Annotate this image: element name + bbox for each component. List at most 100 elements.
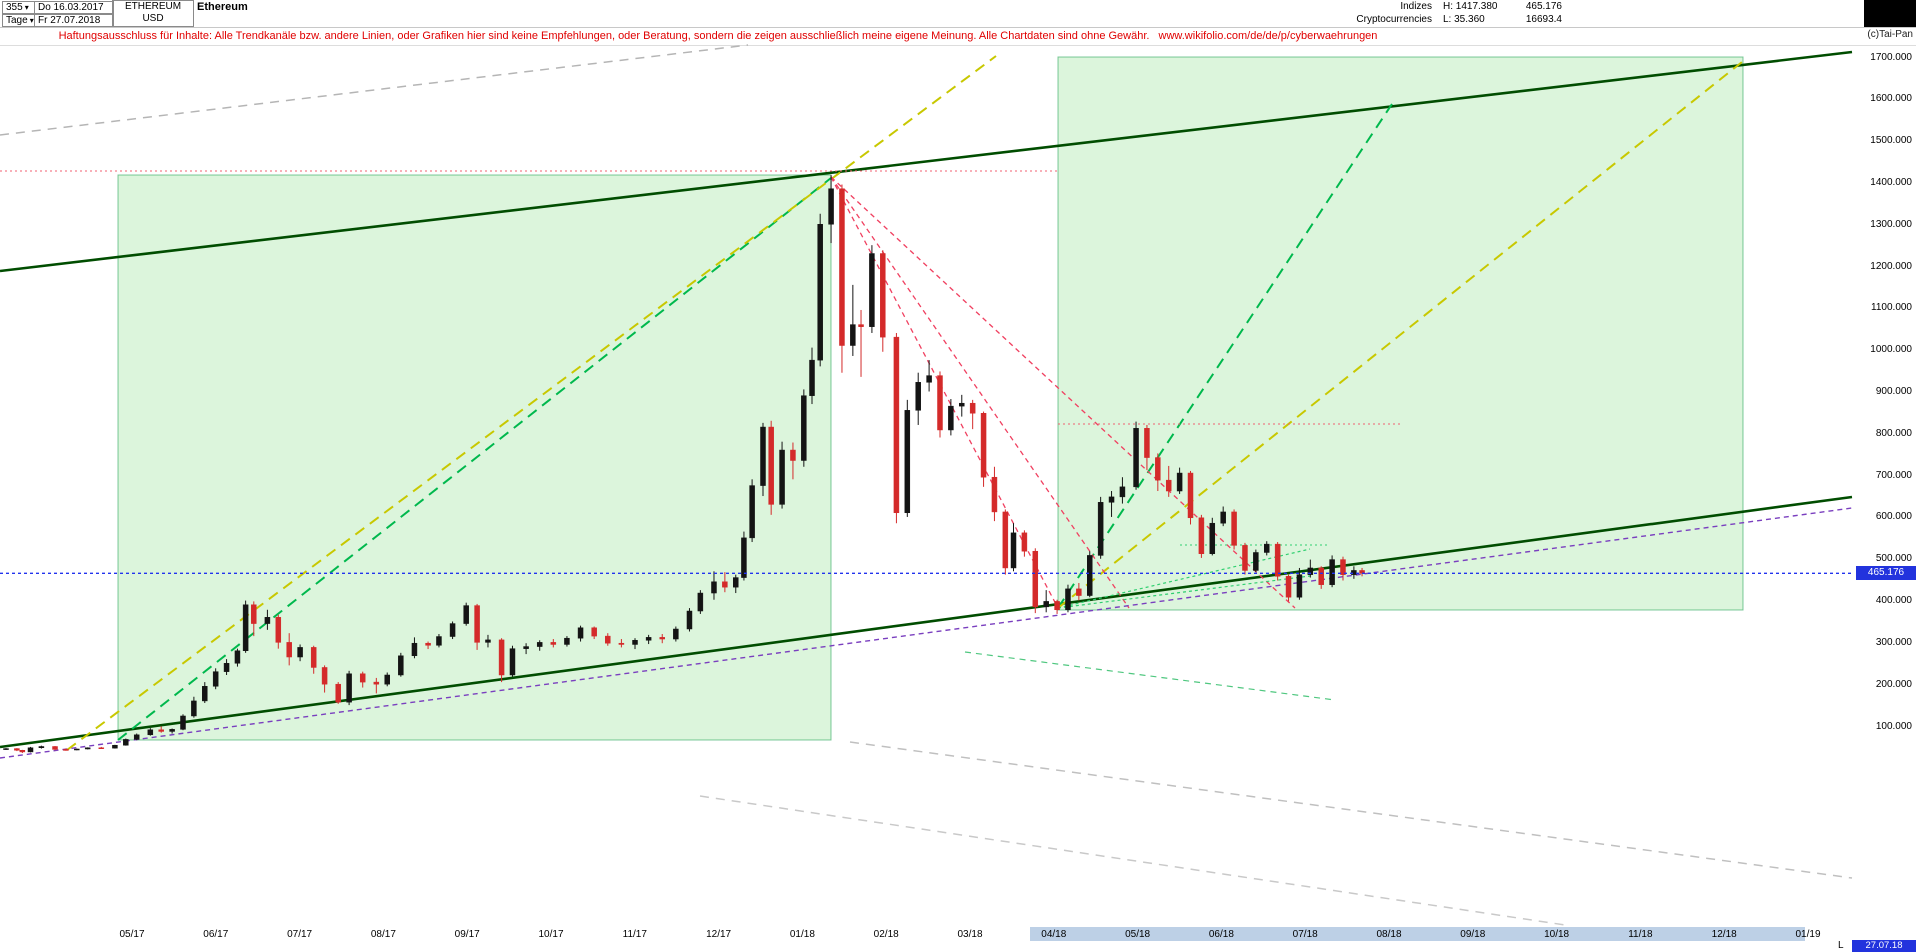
candle-body [133,734,140,740]
parallel-gray-top [0,44,749,136]
candle-body [915,382,921,411]
candle-body [384,674,390,685]
candle-body [1119,486,1126,498]
candle-body [1274,543,1281,577]
candle-body [411,642,418,657]
header-high-low: H: 1417.380 L: 35.360 [1443,0,1523,26]
candle-body [310,647,317,668]
candle-body [286,642,292,658]
candle-body [618,642,625,645]
candle-body [1242,545,1248,571]
price-axis-label: 200.000 [1875,678,1912,690]
candle-body [1108,496,1115,503]
candle-body [959,402,965,407]
time-axis-label: 06/17 [203,929,229,940]
candle-body [27,747,34,753]
candle-body [74,748,80,751]
candle-body [1032,550,1039,608]
disclaimer-text: Haftungsausschluss für Inhalte: Alle Tre… [58,30,1150,42]
candle-body [359,673,366,683]
candle-body [768,426,774,505]
parallel-support-purple [0,507,1853,759]
candle-body [335,683,341,703]
candle-body [880,253,886,338]
candle-body [850,324,856,346]
time-axis-label: 11/17 [622,929,647,940]
candle-body [38,746,45,749]
header-values: 465.176 16693.4 [1498,0,1562,26]
candle-body [1043,601,1049,608]
time-axis-label: 10/17 [538,929,564,940]
candle-body [1296,574,1303,598]
candle-body [1307,567,1314,575]
candle-body [449,623,456,637]
downtrend-red-2 [830,176,1130,609]
candle-body [536,642,543,647]
candle-body [398,655,404,676]
start-date-field[interactable]: Do 16.03.2017 [34,1,114,14]
price-axis-label: 100.000 [1875,720,1912,732]
price-axis-label: 1500.000 [1870,135,1912,147]
time-axis-label: 05/17 [119,929,145,940]
price-axis-label: 600.000 [1875,511,1912,523]
candle-body [1329,559,1335,585]
chevron-down-icon: ▾ [24,3,29,12]
candle-body [123,739,129,746]
time-axis-label: 05/18 [1125,929,1151,940]
candle-body [251,604,257,624]
candle-body [436,636,442,646]
price-axis-label: 1600.000 [1870,93,1912,105]
time-axis-label: 12/18 [1711,929,1737,940]
candle-body [202,686,208,702]
candle-body [828,188,834,225]
candle-body [223,663,230,672]
cryptocurrencies-menu-item[interactable]: Cryptocurrencies [1356,14,1432,25]
trendlines-layer [0,44,1853,926]
parallel-gray-low-1 [849,741,1853,879]
period-select[interactable]: Tage ▾ [2,14,36,27]
candle-body [817,224,823,361]
time-axis-label: 03/18 [957,929,983,940]
candle-body [264,617,271,624]
candle-body [180,715,186,730]
candle-body [1076,588,1082,596]
candle-body [741,537,747,578]
candle-body [1340,559,1346,575]
candle-body [474,605,480,643]
candle-body [84,747,91,750]
candle-body [1187,472,1194,519]
time-axis-label: 04/18 [1041,929,1067,940]
price-axis-label: 300.000 [1875,636,1912,648]
time-axis[interactable]: 05/17 06/17 07/17 08/17 09/17 10/17 11/17 12/17… [0,928,1916,942]
price-axis[interactable]: 1700.000 1600.000 1500.000 1400.000 1300.000… [1856,45,1916,925]
indices-menu-item[interactable]: Indizes [1400,1,1432,12]
last-bar-label: L [1838,940,1844,951]
end-date-field[interactable]: Fr 27.07.2018 [34,14,114,27]
candle-body [1065,588,1071,611]
decline-support-green [964,651,1336,701]
disclaimer-link[interactable]: www.wikifolio.com/de/de/p/cyberwaehrunge… [1158,30,1378,42]
disclaimer: Haftungsausschluss für Inhalte: Alle Tre… [0,29,1436,43]
candle-body [275,617,282,643]
candle-body [14,748,20,751]
symbol-label: ETHEREUM [124,1,182,12]
candle-body [697,592,704,612]
candle-body [19,750,26,753]
time-axis-label: 12/17 [706,929,732,940]
uptrend-2017-green [117,177,832,741]
time-axis-label: 01/19 [1795,929,1821,940]
price-axis-label: 900.000 [1875,386,1912,397]
candle-body [112,744,118,749]
time-axis-label: 08/18 [1376,929,1402,940]
candle-body [948,405,954,431]
lower-channel-line [0,495,1853,749]
time-axis-selection-band[interactable] [1030,927,1805,941]
candle-body [1144,428,1150,458]
symbol-box[interactable]: ETHEREUM USD [112,0,194,27]
candle-body [1209,522,1216,554]
candle-body [297,647,303,658]
candle-body [212,671,219,687]
candle-body [191,700,197,717]
header-right-labels: Indizes Cryptocurrencies [1292,0,1432,26]
